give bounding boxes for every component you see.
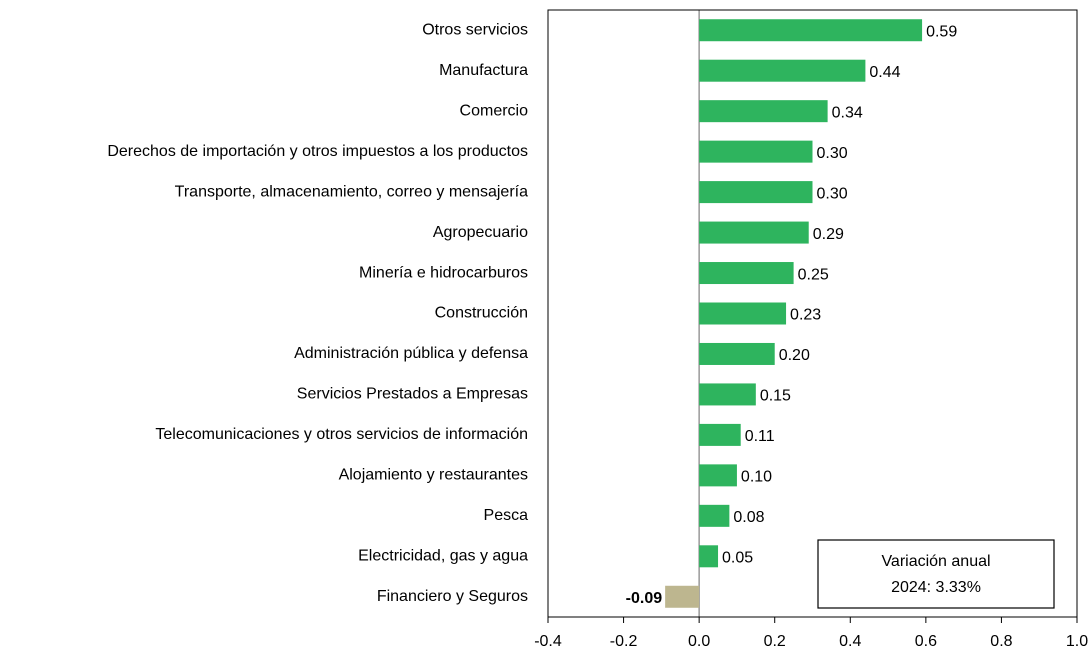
bar [699, 504, 730, 527]
value-label: 0.25 [798, 266, 829, 283]
bar [699, 59, 866, 82]
value-label: -0.09 [626, 590, 663, 607]
value-label: 0.44 [869, 64, 900, 81]
y-tick-label: Minería e hidrocarburos [359, 264, 528, 281]
value-label: 0.29 [813, 226, 844, 243]
value-label: 0.10 [741, 469, 772, 486]
y-tick-label: Agropecuario [433, 224, 528, 241]
y-tick-label: Derechos de importación y otros impuesto… [107, 143, 528, 160]
y-tick-label: Construcción [435, 305, 528, 322]
x-tick-label: 0.0 [688, 633, 710, 650]
value-label: 0.11 [745, 428, 775, 445]
y-tick-label: Electricidad, gas y agua [358, 548, 528, 565]
y-tick-label: Otros servicios [422, 21, 528, 38]
value-label: 0.05 [722, 550, 753, 567]
y-tick-label: Servicios Prestados a Empresas [297, 386, 528, 403]
bar [699, 140, 813, 163]
x-tick-label: 1.0 [1066, 633, 1088, 650]
y-tick-label: Comercio [460, 102, 529, 119]
bar [699, 19, 923, 42]
y-tick-label: Transporte, almacenamiento, correo y men… [175, 183, 528, 200]
x-tick-label: -0.2 [610, 633, 638, 650]
y-tick-label: Alojamiento y restaurantes [339, 467, 528, 484]
x-tick-label: 0.8 [990, 633, 1012, 650]
bar [699, 302, 787, 325]
bar [699, 423, 741, 446]
y-tick-label: Financiero y Seguros [377, 588, 528, 605]
x-tick-label: 0.2 [764, 633, 786, 650]
annotation: 2024: 3.33% [891, 579, 981, 596]
bar [699, 262, 794, 285]
y-tick-label: Pesca [484, 507, 529, 524]
bar [699, 221, 809, 244]
value-label: 0.30 [817, 145, 848, 162]
bar [699, 181, 813, 204]
bar [699, 545, 719, 568]
x-tick-label: 0.6 [915, 633, 937, 650]
value-label: 0.15 [760, 388, 791, 405]
annotation-box [817, 539, 1055, 609]
plot-area [547, 9, 1078, 618]
y-tick-label: Telecomunicaciones y otros servicios de … [155, 426, 528, 443]
x-tick-label: 0.4 [839, 633, 861, 650]
value-label: 0.34 [832, 104, 863, 121]
bar [699, 464, 737, 487]
value-label: 0.30 [817, 185, 848, 202]
bar [699, 100, 828, 123]
value-label: 0.59 [926, 23, 957, 40]
y-tick-label: Manufactura [439, 62, 528, 79]
bar [665, 585, 700, 608]
y-tick-label: Administración pública y defensa [294, 345, 528, 362]
value-label: 0.08 [733, 509, 764, 526]
bar [699, 342, 775, 365]
annotation: Variación anual [881, 553, 990, 570]
value-label: 0.23 [790, 307, 821, 324]
x-tick-label: -0.4 [534, 633, 562, 650]
value-label: 0.20 [779, 347, 810, 364]
bar [699, 383, 756, 406]
